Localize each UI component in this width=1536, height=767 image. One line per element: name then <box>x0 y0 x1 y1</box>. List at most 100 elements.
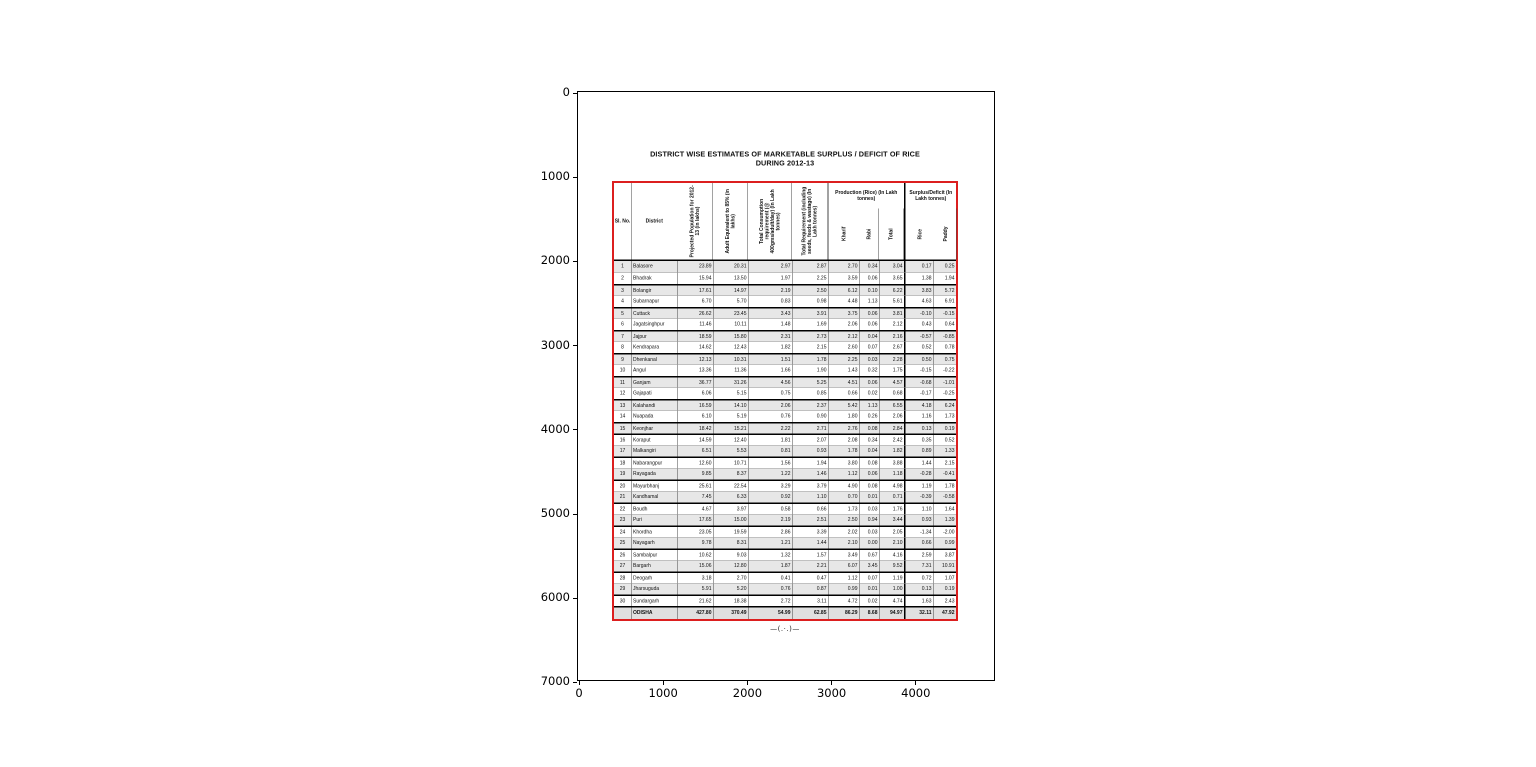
value-cell: 4.56 <box>748 377 792 388</box>
table-row: 8 Kendrapara 14.62 12.43 1.82 2.15 2.60 0.07 2.6… <box>614 341 956 353</box>
district-cell: Mayurbhanj <box>631 481 677 491</box>
value-cell: 4.74 <box>879 596 904 606</box>
value-cell: 2.76 <box>828 423 859 434</box>
value-cell: 3.45 <box>859 560 879 572</box>
table-row: 13 Kalahandi 16.59 14.10 2.06 2.37 5.42 1.13 6.5… <box>614 399 956 411</box>
value-cell: 1.46 <box>792 468 828 480</box>
value-cell: 3.29 <box>748 481 792 491</box>
value-cell: 1.75 <box>879 365 904 376</box>
col-header-district: District <box>631 183 677 260</box>
value-cell: 36.77 <box>677 377 713 388</box>
table-row: 29 Jharsuguda 5.91 5.20 0.76 0.87 0.99 0.01 1.00… <box>614 583 956 595</box>
value-cell: 0.25 <box>933 261 956 273</box>
table-row: 16 Koraput 14.59 12.40 1.81 2.07 2.08 0.34 2.42 0… <box>614 433 956 445</box>
value-cell: 0.13 <box>904 583 933 595</box>
value-cell: 1.76 <box>879 504 904 514</box>
value-cell: 4.18 <box>904 400 933 411</box>
value-cell: 0.03 <box>859 354 879 365</box>
value-cell: 12 <box>619 390 626 397</box>
y-tick-label: 4000 <box>540 421 570 436</box>
value-cell: 0.34 <box>859 261 879 273</box>
value-cell: -0.15 <box>933 308 956 319</box>
value-cell: 5.20 <box>713 583 748 595</box>
value-cell: 13.50 <box>713 273 748 284</box>
sub-col-header: Rabi <box>859 208 879 260</box>
value-cell: 1.64 <box>933 504 956 514</box>
value-cell: 28 <box>619 575 626 582</box>
value-cell: 12.60 <box>677 458 713 468</box>
y-tick-mark <box>573 176 577 178</box>
value-cell: 3.44 <box>879 514 904 526</box>
value-cell: 0.06 <box>859 468 879 480</box>
table-row: 23 Puri 17.65 15.00 2.19 2.51 2.50 0.94 3.44 0.93… <box>614 514 956 526</box>
x-tick-mark <box>662 681 664 685</box>
value-cell: 1.94 <box>933 273 956 284</box>
value-cell: 1.87 <box>748 560 792 572</box>
value-cell: 2.86 <box>748 527 792 537</box>
district-cell: Jharsuguda <box>631 583 677 595</box>
x-tick-label: 2000 <box>732 686 763 700</box>
value-cell: 0.81 <box>748 445 792 457</box>
value-cell: 0.41 <box>748 573 792 583</box>
value-cell: 4.16 <box>879 550 904 560</box>
table-row: 3 Bolangir 17.61 14.97 2.19 2.50 6.12 0.10 6.22 3… <box>614 284 956 296</box>
value-cell: 1.78 <box>828 445 859 457</box>
value-cell: 0.76 <box>748 583 792 595</box>
value-cell: 3.87 <box>933 550 956 560</box>
value-cell: 0.66 <box>792 504 828 514</box>
value-cell: 32.11 <box>904 607 933 619</box>
value-cell: 5.25 <box>792 377 828 388</box>
value-cell: 15 <box>619 426 626 432</box>
value-cell: 2.50 <box>828 514 859 526</box>
value-cell: 27 <box>619 563 626 569</box>
value-cell: 0.99 <box>933 537 956 549</box>
value-cell: 1.97 <box>748 273 792 284</box>
district-cell: Sambalpur <box>631 550 677 560</box>
value-cell: 370.49 <box>713 607 748 619</box>
value-cell: 2.12 <box>828 331 859 342</box>
y-tick-label: 7000 <box>540 674 570 689</box>
value-cell: 12.40 <box>713 435 748 445</box>
value-cell: 62.85 <box>792 607 828 619</box>
value-cell: 1.78 <box>792 354 828 365</box>
value-cell: 0.71 <box>879 491 904 503</box>
value-cell: 14.97 <box>713 285 748 296</box>
value-cell: 1.66 <box>748 365 792 376</box>
value-cell: 1.94 <box>792 458 828 468</box>
value-cell: 6.24 <box>933 400 956 411</box>
value-cell: 0.43 <box>904 319 933 330</box>
table-row: 4 Subarnapur 6.70 5.70 0.83 0.98 4.48 1.13 5.61 4… <box>614 295 956 307</box>
value-cell: 47.92 <box>933 607 956 619</box>
value-cell: -2.00 <box>933 527 956 537</box>
district-cell: Cuttack <box>631 308 677 319</box>
footer-mark: —(.·.)— <box>770 625 800 633</box>
value-cell: 2.70 <box>828 261 859 273</box>
value-cell: 3.97 <box>713 504 748 514</box>
value-cell: 10.11 <box>713 319 748 330</box>
value-cell: 3.59 <box>828 273 859 284</box>
value-cell: 18 <box>619 460 626 467</box>
value-cell: 3 <box>621 288 624 294</box>
value-cell: 0.70 <box>828 491 859 503</box>
value-cell: 1 <box>621 263 624 270</box>
table-row: 1 Balasore 23.89 20.31 2.97 2.87 2.70 0.34 3.04 0… <box>614 261 956 273</box>
header-group-label: Production (Rice) (In Lakh tonnes) <box>835 189 898 202</box>
value-cell: 2.28 <box>879 354 904 365</box>
table-row: 11 Ganjam 36.77 31.26 4.56 5.25 4.51 0.06 4.57 -0… <box>614 376 956 388</box>
value-cell: 1.44 <box>792 537 828 549</box>
value-cell: 1.19 <box>904 481 933 491</box>
value-cell: -1.34 <box>904 527 933 537</box>
district-cell: Gajapati <box>631 388 677 399</box>
value-cell: 1.82 <box>879 445 904 457</box>
value-cell: 29 <box>619 586 626 592</box>
district-cell: Subarnapur <box>631 296 677 307</box>
value-cell: 0.94 <box>859 514 879 526</box>
value-cell: 0.68 <box>879 388 904 399</box>
value-cell: 3.75 <box>828 308 859 319</box>
value-cell: 2.43 <box>933 596 956 606</box>
district-cell: Nayagarh <box>631 537 677 549</box>
value-cell: 14.59 <box>677 435 713 445</box>
value-cell: 9.78 <box>677 537 713 549</box>
header-group: Surplus/Deficit (In Lakh tonnes) Rice Padd… <box>904 183 957 260</box>
value-cell: 0.72 <box>904 573 933 583</box>
